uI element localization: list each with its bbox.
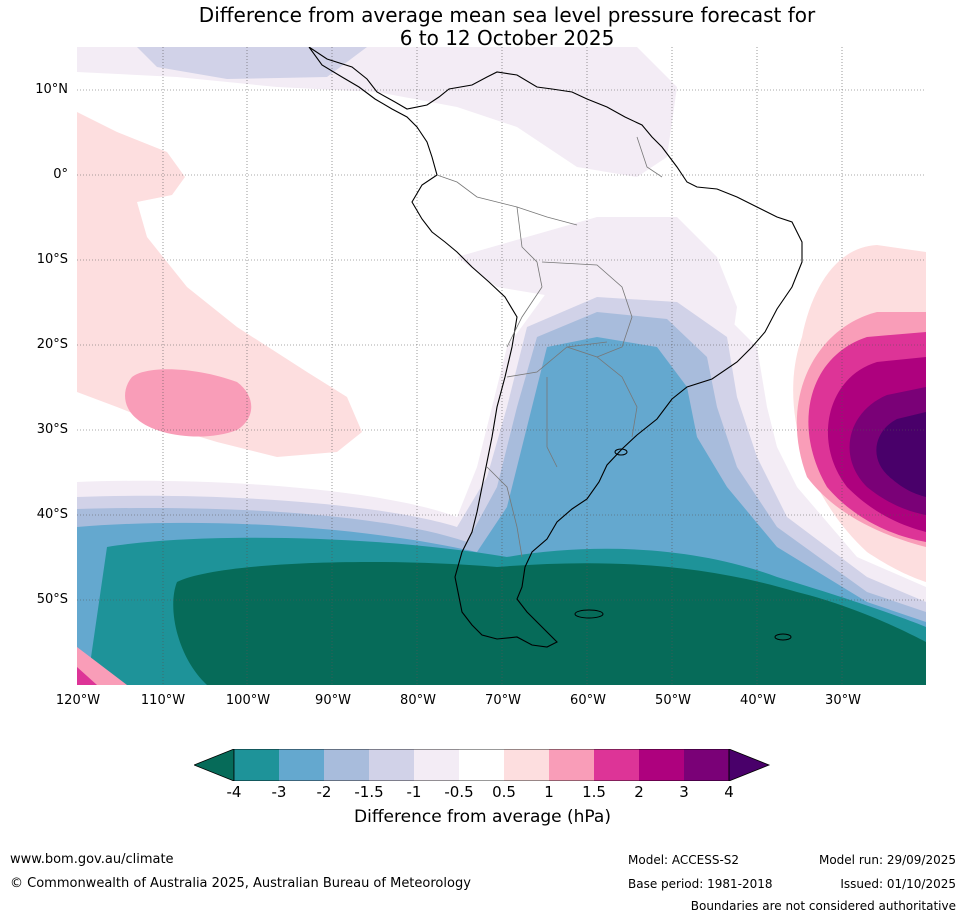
colorbar-swatch-below-min xyxy=(194,749,235,781)
footer-model-run: Model run: 29/09/2025 xyxy=(818,853,956,867)
colorbar-swatch-3 xyxy=(324,749,369,781)
colorbar-label-10: 2 xyxy=(634,783,644,801)
colorbar-swatch-above-max xyxy=(728,749,771,781)
anomaly-region-atlantic-peak xyxy=(876,412,926,497)
colorbar-swatch-11 xyxy=(684,749,729,781)
colorbar-label-7: 0.5 xyxy=(492,783,516,801)
map-title-line-2: 6 to 12 October 2025 xyxy=(399,26,615,50)
colorbar-swatch-1 xyxy=(234,749,279,781)
lon-tick-40w: 40°W xyxy=(740,693,776,708)
south-america-coastline xyxy=(308,47,803,648)
footer-website-link[interactable]: www.bom.gov.au/climate xyxy=(10,852,174,867)
lon-tick-70w: 70°W xyxy=(485,693,521,708)
colorbar-label-2: -3 xyxy=(271,783,287,801)
lat-tick-10n: 10°N xyxy=(35,82,68,97)
colorbar-swatch-6 xyxy=(459,749,504,781)
footer-copyright: © Commonwealth of Australia 2025, Austra… xyxy=(10,876,471,891)
anomaly-region-southwest-peak xyxy=(77,667,97,685)
anomaly-region-southwest-positive xyxy=(77,647,127,685)
anomaly-region-pacific-peak xyxy=(125,369,252,437)
colorbar-label-4: -1.5 xyxy=(354,783,384,801)
colorbar-label-5: -1 xyxy=(406,783,422,801)
lon-tick-100w: 100°W xyxy=(225,693,271,708)
colorbar-swatch-9 xyxy=(594,749,639,781)
lon-tick-110w: 110°W xyxy=(140,693,186,708)
footer-model: Model: ACCESS-S2 xyxy=(628,853,740,867)
colorbar-label-6: -0.5 xyxy=(444,783,474,801)
colorbar xyxy=(194,749,771,781)
lat-tick-30s: 30°S xyxy=(36,422,68,437)
colorbar-swatch-10 xyxy=(639,749,684,781)
lat-tick-20s: 20°S xyxy=(36,337,68,352)
colorbar-label-1: -4 xyxy=(226,783,242,801)
lon-tick-30w: 30°W xyxy=(825,693,861,708)
lon-tick-120w: 120°W xyxy=(55,693,101,708)
anomaly-region-north-core xyxy=(137,47,367,79)
lat-tick-40s: 40°S xyxy=(36,507,68,522)
lat-tick-10s: 10°S xyxy=(36,252,68,267)
lon-tick-90w: 90°W xyxy=(315,693,351,708)
colorbar-swatch-7 xyxy=(504,749,549,781)
colorbar-title: Difference from average (hPa) xyxy=(354,807,611,827)
colorbar-label-8: 1 xyxy=(544,783,554,801)
map-title: Difference from average mean sea level p… xyxy=(0,4,965,50)
lat-tick-0: 0° xyxy=(53,167,68,182)
colorbar-label-11: 3 xyxy=(679,783,689,801)
colorbar-label-9: 1.5 xyxy=(582,783,606,801)
anomaly-region-north-band xyxy=(77,47,677,177)
lat-tick-50s: 50°S xyxy=(36,592,68,607)
map-title-line-1: Difference from average mean sea level p… xyxy=(198,3,816,27)
colorbar-swatch-4 xyxy=(369,749,414,781)
colorbar-swatch-5 xyxy=(414,749,459,781)
anomaly-region-south-core xyxy=(173,562,926,685)
lon-tick-60w: 60°W xyxy=(570,693,606,708)
colorbar-swatch-2 xyxy=(279,749,324,781)
pressure-anomaly-map xyxy=(77,47,926,685)
lon-tick-50w: 50°W xyxy=(655,693,691,708)
footer-disclaimer: Boundaries are not considered authoritat… xyxy=(690,899,956,913)
footer-issued: Issued: 01/10/2025 xyxy=(840,877,956,891)
colorbar-label-3: -2 xyxy=(316,783,332,801)
lon-tick-80w: 80°W xyxy=(400,693,436,708)
footer-base-period: Base period: 1981-2018 xyxy=(628,877,773,891)
colorbar-label-12: 4 xyxy=(724,783,734,801)
anomaly-region-pacific-positive xyxy=(77,112,362,457)
colorbar-swatch-8 xyxy=(549,749,594,781)
